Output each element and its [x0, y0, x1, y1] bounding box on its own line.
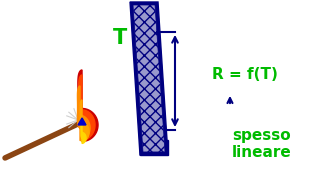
- Text: T: T: [113, 28, 127, 48]
- Polygon shape: [133, 5, 165, 152]
- Polygon shape: [78, 118, 86, 125]
- Polygon shape: [77, 86, 90, 141]
- Text: R = f(T): R = f(T): [212, 67, 278, 82]
- Polygon shape: [79, 75, 95, 140]
- Polygon shape: [78, 70, 98, 141]
- Text: spesso
lineare: spesso lineare: [232, 128, 292, 160]
- Polygon shape: [80, 100, 89, 142]
- Polygon shape: [140, 140, 168, 155]
- Polygon shape: [130, 2, 168, 155]
- Polygon shape: [81, 120, 86, 143]
